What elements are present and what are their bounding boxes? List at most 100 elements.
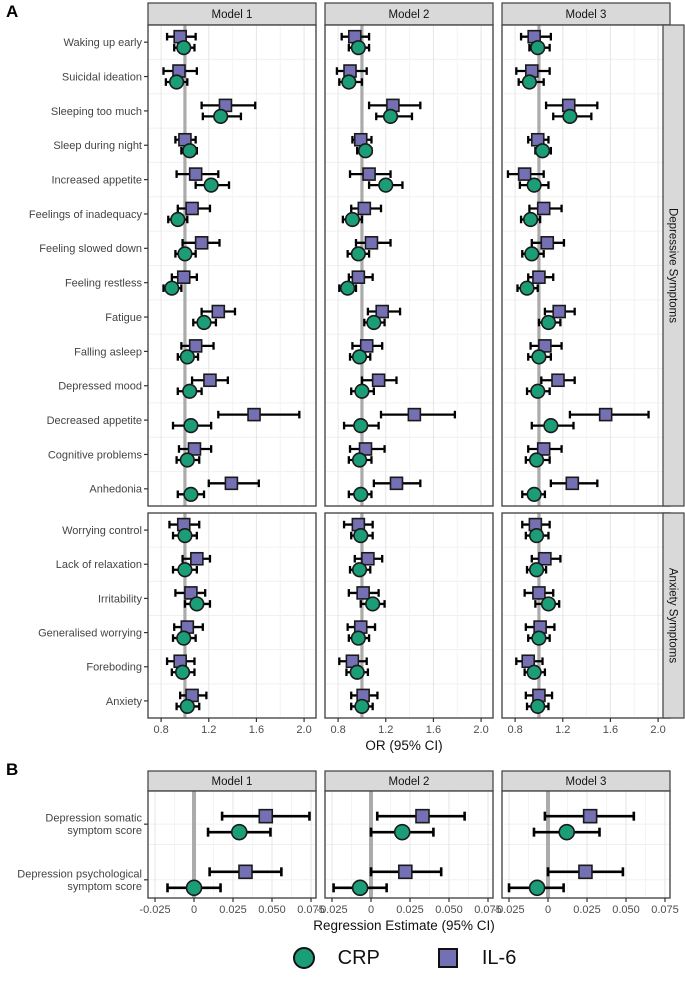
il6-marker <box>551 373 565 388</box>
row-label: Depression somatic <box>45 813 142 825</box>
row-label: Cognitive problems <box>48 449 143 461</box>
il6-marker <box>357 201 372 216</box>
il6-marker <box>185 201 199 216</box>
crp-marker <box>393 823 411 841</box>
row-label: Feeling restless <box>65 278 143 290</box>
il6-marker <box>565 476 580 491</box>
il6-marker <box>375 304 389 319</box>
il6-marker <box>203 373 217 388</box>
x-tick-label: -0.025 <box>493 904 524 916</box>
x-tick-label: 0.8 <box>153 724 168 736</box>
crp-marker <box>170 211 186 228</box>
il6-marker <box>247 407 261 422</box>
crp-marker <box>196 314 212 331</box>
il6-marker <box>364 236 379 250</box>
x-tick-label: 0.050 <box>435 904 463 916</box>
crp-marker <box>182 143 198 159</box>
crp-marker <box>540 596 557 612</box>
panel-a-x-axis-title: OR (95% CI) <box>365 738 443 753</box>
x-tick-label: 0.025 <box>573 904 601 916</box>
crp-marker <box>365 596 381 612</box>
row-label: Sleep during night <box>53 140 142 152</box>
facet-strip-label: Model 1 <box>212 776 253 788</box>
il6-marker <box>540 236 555 250</box>
x-tick-label: 1.2 <box>201 724 216 736</box>
row-label: Lack of relaxation <box>56 559 142 571</box>
crp-marker <box>357 143 374 159</box>
crp-marker <box>558 823 576 841</box>
crp-legend-marker-icon <box>292 947 315 969</box>
crp-marker <box>531 630 547 646</box>
x-tick-label: 1.6 <box>426 724 441 736</box>
il6-marker <box>211 304 226 319</box>
crp-marker <box>183 418 199 434</box>
crp-circle-icon <box>292 947 315 969</box>
crp-marker <box>351 452 368 468</box>
crp-marker <box>528 562 545 578</box>
crp-marker <box>526 486 542 502</box>
facet-strip-label: Model 3 <box>566 776 607 788</box>
crp-marker <box>562 108 578 124</box>
il6-marker <box>351 270 366 284</box>
x-tick-label: 0 <box>545 904 551 916</box>
facet-row-strip <box>662 512 685 719</box>
il6-marker <box>389 476 404 491</box>
il6-marker <box>407 407 422 422</box>
panel-b-label: B <box>6 760 19 779</box>
crp-marker <box>366 314 382 331</box>
x-tick-label: 2.0 <box>650 724 665 736</box>
x-tick-label: 2.0 <box>296 724 311 736</box>
crp-marker <box>526 664 542 680</box>
legend-label-crp: CRP <box>337 946 380 969</box>
panel-border <box>324 790 494 899</box>
x-tick-label: 2.0 <box>473 724 488 736</box>
il6-marker <box>532 586 546 600</box>
crp-marker <box>534 143 551 159</box>
x-tick-label: 0.8 <box>507 724 522 736</box>
il6-marker <box>238 864 253 880</box>
crp-marker <box>378 177 394 193</box>
panel-border <box>324 512 494 719</box>
crp-marker <box>351 879 369 897</box>
row-label: Waking up early <box>64 37 143 49</box>
crp-marker <box>353 486 369 502</box>
row-label: Depression psychological <box>17 868 142 880</box>
crp-marker <box>354 698 370 715</box>
x-tick-label: 1.2 <box>555 724 570 736</box>
facet-row-strip-label: Anxiety Symptoms <box>666 568 678 663</box>
row-label: symptom score <box>67 825 142 837</box>
crp-marker <box>531 349 547 365</box>
facet-strip-label: Model 1 <box>212 9 253 21</box>
crp-marker <box>350 630 366 646</box>
crp-marker <box>179 698 195 715</box>
il6-marker <box>359 339 374 353</box>
il6-marker <box>536 442 551 456</box>
row-label: Worrying control <box>62 525 142 537</box>
il6-marker <box>188 167 203 181</box>
row-label: Foreboding <box>86 662 142 674</box>
crp-marker <box>344 211 361 228</box>
il6-marker <box>187 442 202 456</box>
row-label: Falling asleep <box>74 346 142 358</box>
row-label: Generalised worrying <box>38 627 142 639</box>
il6-marker <box>371 373 386 388</box>
facet-strip-label: Model 2 <box>389 9 430 21</box>
x-tick-label: 0.025 <box>219 904 247 916</box>
crp-marker <box>528 527 545 544</box>
il6-marker <box>361 551 375 566</box>
crp-marker <box>176 40 192 56</box>
panel-border <box>147 790 317 899</box>
il6-marker <box>517 167 532 181</box>
legend-item-il6: IL-6 <box>436 946 516 970</box>
crp-marker <box>530 40 546 56</box>
crp-marker <box>524 246 540 262</box>
crp-marker <box>179 349 195 365</box>
x-tick-label: 0.075 <box>651 904 679 916</box>
il6-marker <box>398 864 413 880</box>
il6-marker <box>598 407 613 422</box>
legend-item-crp: CRP <box>292 946 380 970</box>
il6-legend-marker-icon <box>437 948 458 968</box>
crp-marker <box>177 246 193 262</box>
crp-marker <box>177 562 193 578</box>
